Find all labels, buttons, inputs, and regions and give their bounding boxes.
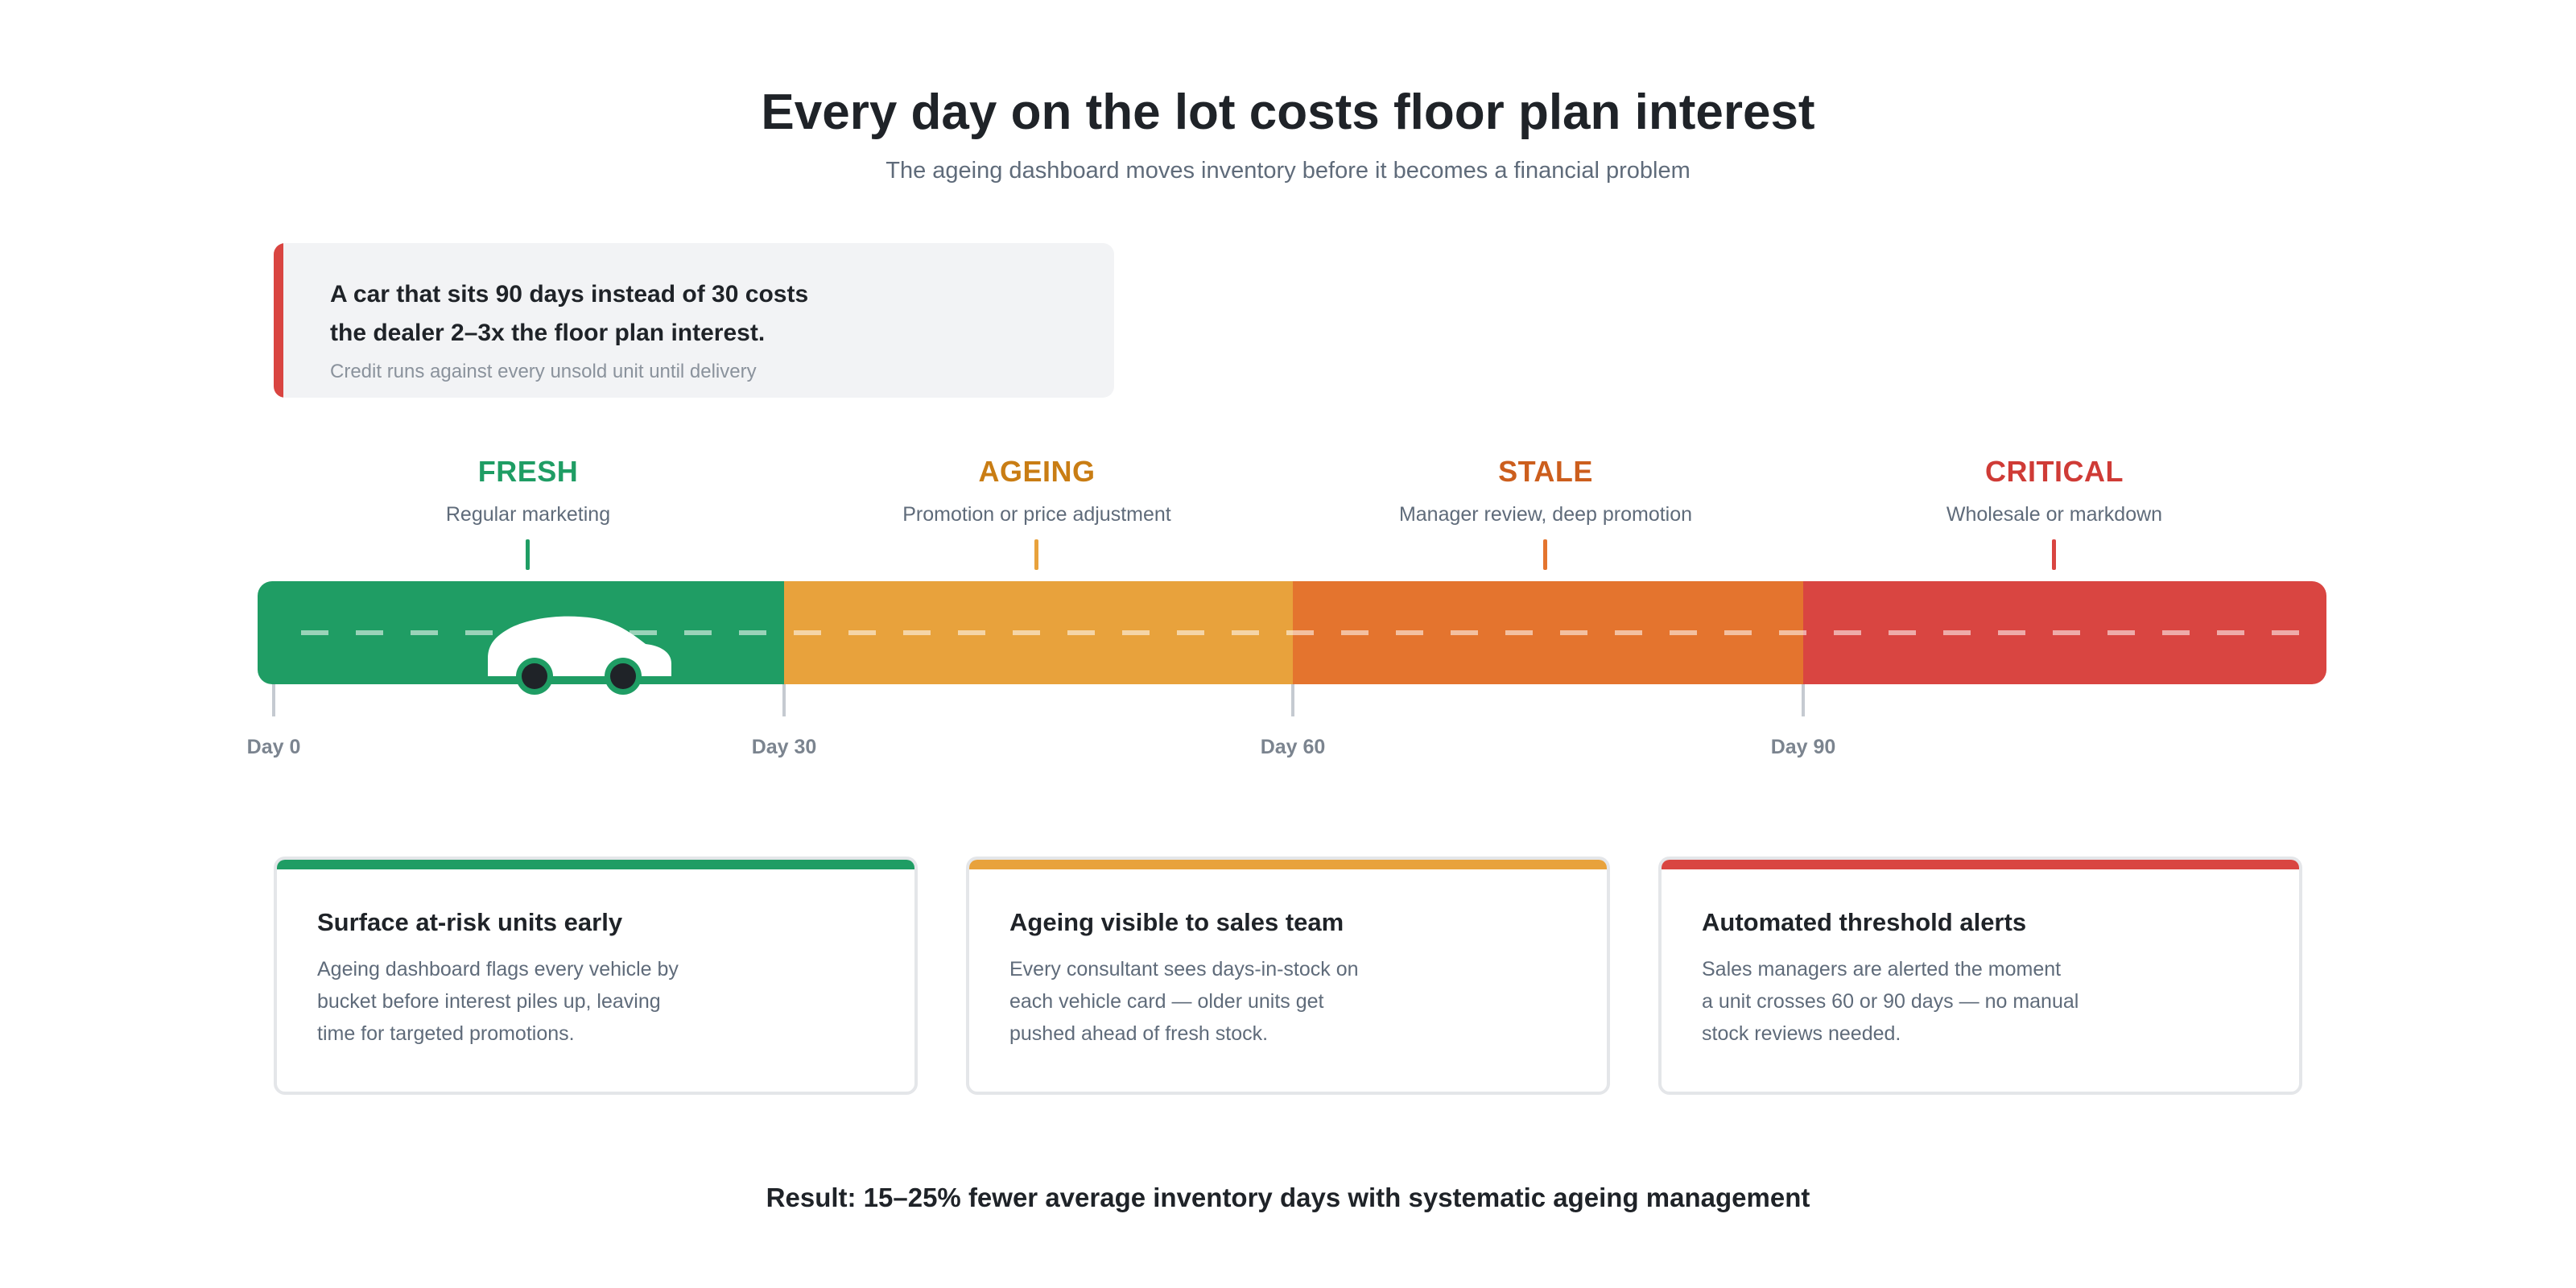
stage-name-stale: STALE [1498, 455, 1593, 488]
card-body-line: a unit crosses 60 or 90 days — no manual [1702, 990, 2079, 1013]
result-statement: Result: 15–25% fewer average inventory d… [766, 1183, 1810, 1212]
card-accent-bar [277, 860, 914, 869]
callout-note: Credit runs against every unsold unit un… [330, 361, 757, 382]
stage-tick-ageing [1034, 539, 1038, 570]
car-icon [488, 616, 671, 695]
callout-headline-line-1: A car that sits 90 days instead of 30 co… [330, 281, 809, 308]
card-body-line: Every consultant sees days-in-stock on [1009, 958, 1359, 980]
card-accent-bar [969, 860, 1607, 869]
card-body-line: time for targeted promotions. [317, 1022, 575, 1045]
card-body-line: Sales managers are alerted the moment [1702, 958, 2062, 980]
benefit-card-alerts: Automated threshold alerts Sales manager… [1658, 857, 2302, 1095]
card-accent-bar [1662, 860, 2299, 869]
day-label-90: Day 90 [1770, 736, 1836, 758]
card-body: Every consultant sees days-in-stock on e… [1009, 953, 1428, 1050]
day-label-0: Day 0 [246, 736, 301, 758]
day-label-30: Day 30 [751, 736, 817, 758]
ageing-timeline [258, 581, 2326, 716]
stage-tick-stale [1543, 539, 1547, 570]
timeline-segment-stale [1293, 581, 1803, 684]
card-body-line: pushed ahead of fresh stock. [1009, 1022, 1269, 1045]
stage-action-critical: Wholesale or markdown [1946, 503, 2163, 526]
cost-callout: A car that sits 90 days instead of 30 co… [274, 243, 1114, 398]
stage-action-stale: Manager review, deep promotion [1398, 503, 1693, 526]
day-label-60: Day 60 [1260, 736, 1326, 758]
stage-name-ageing: AGEING [978, 455, 1096, 488]
card-body-line: bucket before interest piles up, leaving [317, 990, 661, 1013]
stage-tick-fresh [526, 539, 530, 570]
stage-tick-critical [2052, 539, 2056, 570]
card-body-line: Ageing dashboard flags every vehicle by [317, 958, 679, 980]
card-body: Ageing dashboard flags every vehicle by … [317, 953, 736, 1050]
benefit-card-early: Surface at-risk units early Ageing dashb… [274, 857, 918, 1095]
page-title: Every day on the lot costs floor plan in… [761, 85, 1815, 140]
card-title: Automated threshold alerts [1702, 908, 2027, 936]
stage-name-fresh: FRESH [477, 455, 579, 488]
card-body: Sales managers are alerted the moment a … [1702, 953, 2120, 1050]
callout-headline-line-2: the dealer 2–3x the floor plan interest. [330, 320, 766, 346]
stage-name-critical: CRITICAL [1985, 455, 2124, 488]
benefit-card-visible: Ageing visible to sales team Every consu… [966, 857, 1610, 1095]
page-subtitle: The ageing dashboard moves inventory bef… [886, 158, 1690, 184]
callout-accent-bar [274, 243, 283, 398]
card-title: Ageing visible to sales team [1009, 908, 1344, 936]
card-body-line: stock reviews needed. [1702, 1022, 1901, 1045]
card-body-line: each vehicle card — older units get [1009, 990, 1324, 1013]
stage-action-ageing: Promotion or price adjustment [902, 503, 1171, 526]
card-title: Surface at-risk units early [317, 908, 623, 936]
stage-action-fresh: Regular marketing [445, 503, 611, 526]
